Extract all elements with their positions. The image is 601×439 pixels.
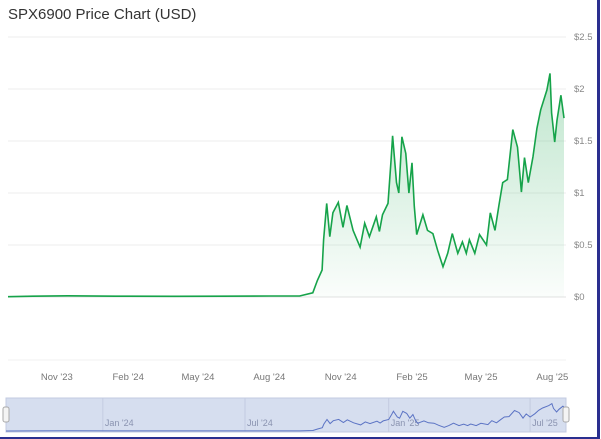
- y-tick-label: $0.5: [574, 240, 593, 251]
- y-tick-label: $2.5: [574, 32, 593, 43]
- chart-title: SPX6900 Price Chart (USD): [8, 6, 197, 23]
- navigator-tick-label: Jul '24: [247, 418, 273, 428]
- y-tick-label: $0: [574, 292, 585, 303]
- navigator[interactable]: Jan '24 Jul '24 Jan '25 Jul '25: [2, 397, 570, 433]
- price-area: [8, 73, 564, 298]
- navigator-right-handle[interactable]: [562, 406, 570, 423]
- navigator-tick-label: Jan '24: [105, 418, 134, 428]
- navigator-tick-label: Jan '25: [391, 418, 420, 428]
- x-tick-label: Feb '24: [112, 372, 143, 383]
- price-line: [7, 73, 565, 298]
- x-tick-label: May '25: [465, 372, 498, 383]
- y-tick-label: $2: [574, 84, 585, 95]
- x-tick-label: Aug '25: [536, 372, 568, 383]
- x-tick-label: Aug '24: [253, 372, 285, 383]
- x-tick-label: Feb '25: [396, 372, 427, 383]
- x-tick-label: Nov '24: [325, 372, 357, 383]
- x-tick-label: Nov '23: [41, 372, 73, 383]
- y-tick-label: $1: [574, 188, 585, 199]
- navigator-left-handle[interactable]: [2, 406, 10, 423]
- y-tick-label: $1.5: [574, 136, 593, 147]
- navigator-line: [5, 402, 567, 432]
- x-tick-label: May '24: [182, 372, 215, 383]
- navigator-tick-label: Jul '25: [532, 418, 558, 428]
- navigator-window[interactable]: [5, 397, 567, 433]
